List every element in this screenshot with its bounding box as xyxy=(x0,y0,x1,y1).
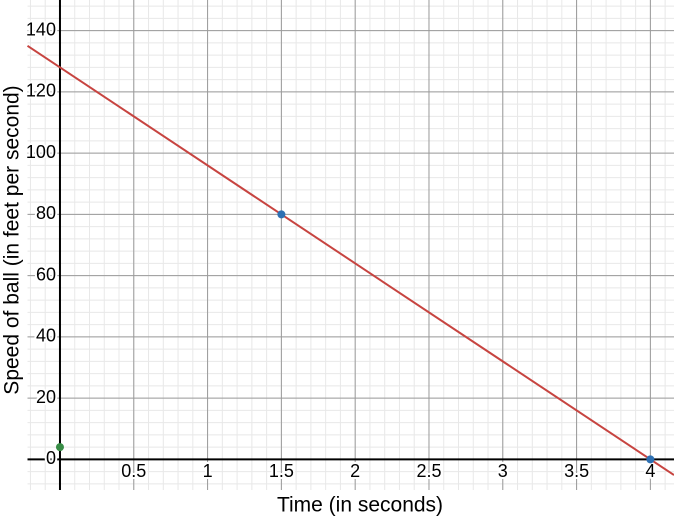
y-tick-label: 80 xyxy=(36,203,56,223)
y-tick-label: 60 xyxy=(36,264,56,284)
y-tick-label: 20 xyxy=(36,387,56,407)
line xyxy=(26,44,674,476)
y-axis-label: Speed of ball (in feet per second) xyxy=(1,85,24,394)
y-tick-label: 0 xyxy=(46,448,56,468)
x-tick-label: 3.5 xyxy=(564,461,589,481)
y-tick-label: 100 xyxy=(26,142,56,162)
x-tick-label: 1.5 xyxy=(269,461,294,481)
y-tick-label: 140 xyxy=(26,19,56,39)
point xyxy=(646,455,655,464)
x-tick-label: 2.5 xyxy=(416,461,441,481)
y-tick-label: 40 xyxy=(36,326,56,346)
x-tick-label: 3 xyxy=(498,461,508,481)
x-tick-label: 2 xyxy=(350,461,360,481)
y-tick-label: 120 xyxy=(26,81,56,101)
point xyxy=(55,443,64,452)
x-tick-label: 4 xyxy=(645,461,655,481)
x-tick-label: 1 xyxy=(203,461,213,481)
point xyxy=(277,210,286,219)
x-tick-label: 0.5 xyxy=(121,461,146,481)
x-axis-label: Time (in seconds) xyxy=(277,494,443,517)
